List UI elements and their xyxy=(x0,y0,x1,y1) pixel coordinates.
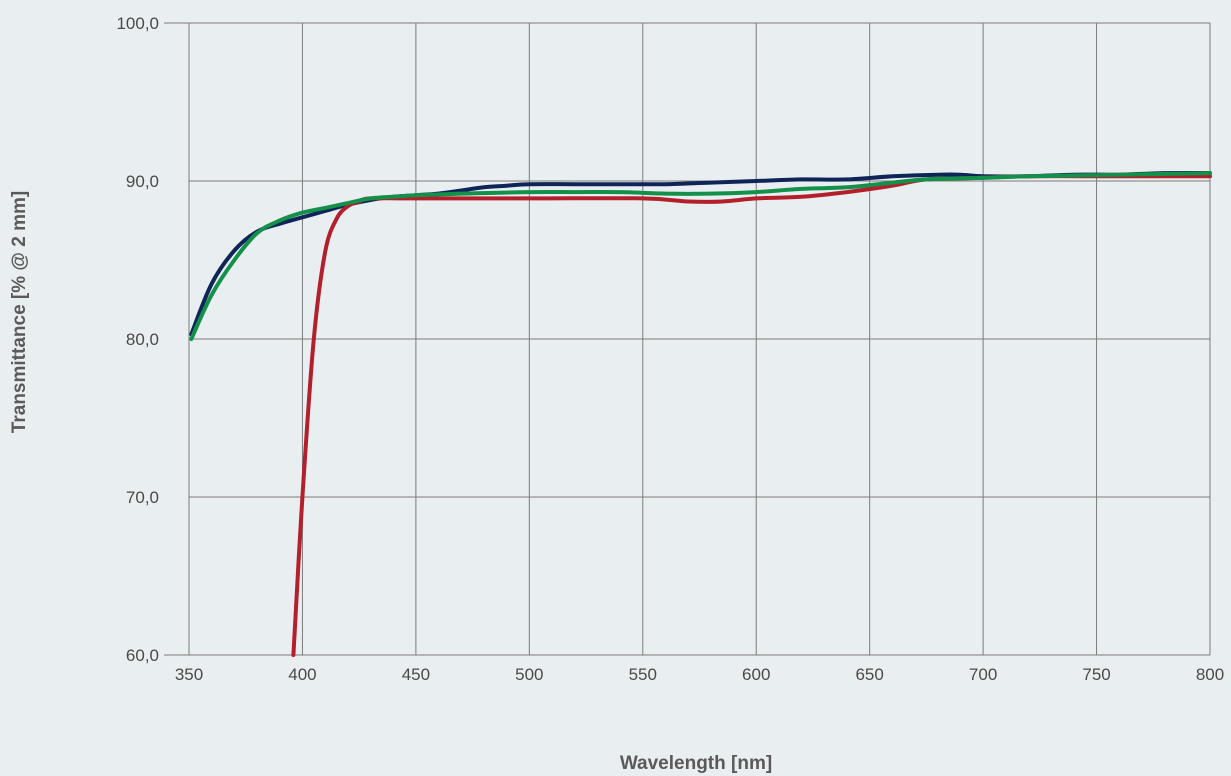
x-tick-label: 500 xyxy=(515,665,543,684)
x-tick-label: 600 xyxy=(742,665,770,684)
x-axis-title: Wavelength [nm] xyxy=(620,753,772,774)
y-axis-title: Transmittance [% @ 2 mm] xyxy=(9,191,30,433)
y-axis-ticks: 60,0 70,0 80,0 90,0 100,0 xyxy=(116,14,159,665)
chart-series xyxy=(189,170,1212,657)
x-tick-label: 650 xyxy=(855,665,883,684)
y-tick-label: 70,0 xyxy=(126,488,159,507)
x-tick-label: 450 xyxy=(402,665,430,684)
x-axis-ticks: 350 400 450 500 550 600 650 700 750 800 xyxy=(175,665,1224,684)
chart-grid xyxy=(164,22,1211,656)
y-tick-label: 80,0 xyxy=(126,330,159,349)
y-tick-label: 90,0 xyxy=(126,172,159,191)
x-tick-label: 350 xyxy=(175,665,203,684)
x-tick-label: 400 xyxy=(288,665,316,684)
y-tick-label: 60,0 xyxy=(126,646,159,665)
series-line-red xyxy=(291,174,1212,657)
x-tick-label: 550 xyxy=(629,665,657,684)
series-line-blue xyxy=(189,170,1212,337)
x-tick-label: 800 xyxy=(1196,665,1224,684)
x-tick-label: 750 xyxy=(1082,665,1110,684)
x-tick-label: 700 xyxy=(969,665,997,684)
series-line-green xyxy=(189,171,1212,341)
y-tick-label: 100,0 xyxy=(116,14,159,33)
